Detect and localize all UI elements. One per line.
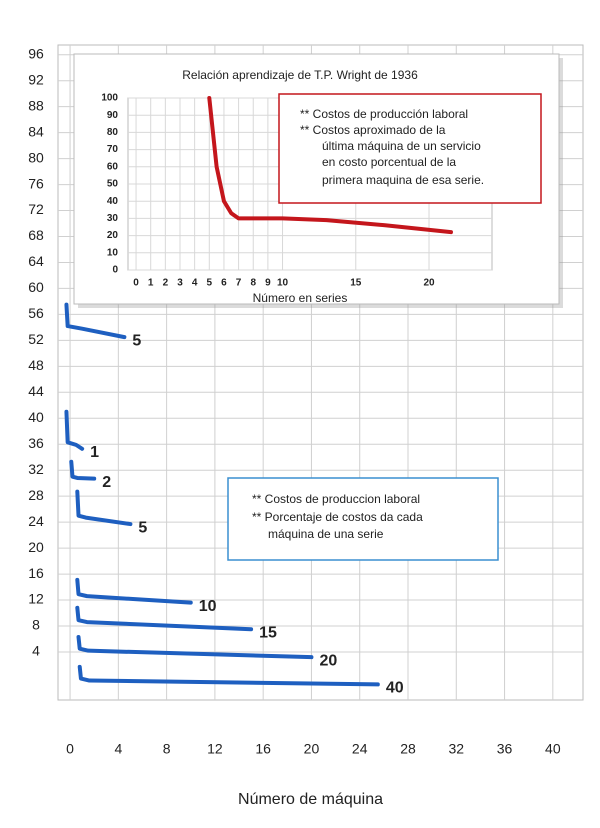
y-tick-label: 72: [28, 201, 44, 217]
series-line: [64, 409, 85, 451]
y-tick-label: 36: [28, 435, 44, 451]
y-tick-label: 50: [107, 179, 119, 190]
y-tick-label: 24: [28, 513, 44, 529]
y-tick-label: 68: [28, 227, 44, 243]
series-label: 10: [199, 598, 217, 615]
x-tick-label: 4: [192, 278, 198, 289]
series-line: [75, 489, 133, 527]
x-axis-title: Número en series: [253, 291, 348, 305]
chart-title: Relación aprendizaje de T.P. Wright de 1…: [182, 68, 418, 82]
series-line: [77, 664, 380, 687]
y-tick-label: 52: [28, 331, 44, 347]
y-tick-label: 48: [28, 357, 44, 373]
y-tick-label: 64: [28, 253, 44, 269]
y-tick-label: 88: [28, 97, 44, 113]
note-line: en costo porcentual de la: [322, 155, 456, 169]
y-tick-label: 90: [107, 110, 119, 121]
note-line: máquina de una serie: [268, 527, 384, 541]
note-line: ** Costos de produccion laboral: [252, 492, 420, 506]
x-tick-label: 28: [400, 741, 416, 757]
note-line: primera maquina de esa serie.: [322, 173, 484, 187]
y-tick-label: 70: [107, 144, 119, 155]
note-line: ** Costos aproximado de la: [300, 123, 446, 137]
series-label: 5: [132, 332, 141, 349]
y-tick-label: 28: [28, 487, 44, 503]
y-tick-label: 16: [28, 565, 44, 581]
x-tick-label: 4: [114, 741, 122, 757]
x-tick-label: 10: [277, 278, 289, 289]
x-tick-label: 0: [133, 278, 139, 289]
y-tick-label: 60: [107, 161, 119, 172]
series-line: [75, 577, 193, 605]
series-label: 5: [138, 519, 147, 536]
y-tick-label: 40: [28, 409, 44, 425]
y-tick-label: 12: [28, 591, 44, 607]
y-tick-label: 80: [107, 127, 119, 138]
y-tick-label: 80: [28, 149, 44, 165]
series-line: [207, 96, 453, 235]
x-tick-label: 8: [250, 278, 256, 289]
series-label: 2: [102, 474, 111, 491]
series-label: 1: [90, 444, 99, 461]
note-line: última máquina de un servicio: [322, 139, 481, 153]
y-tick-label: 56: [28, 305, 44, 321]
y-tick-label: 0: [112, 265, 118, 276]
y-tick-label: 100: [101, 93, 118, 104]
series-line: [75, 605, 254, 632]
x-tick-label: 1: [148, 278, 154, 289]
main-note-box: [227, 477, 499, 561]
y-tick-label: 60: [28, 279, 44, 295]
note-line: ** Costos de producción laboral: [300, 107, 468, 121]
y-tick-label: 10: [107, 247, 119, 258]
y-tick-label: 84: [28, 123, 44, 139]
series-line: [69, 459, 97, 481]
y-tick-label: 40: [107, 196, 119, 207]
y-tick-label: 8: [32, 617, 40, 633]
x-tick-label: 32: [448, 741, 464, 757]
x-tick-label: 12: [207, 741, 223, 757]
x-tick-label: 24: [352, 741, 368, 757]
y-tick-label: 4: [32, 643, 40, 659]
x-tick-label: 8: [163, 741, 171, 757]
series-label: 15: [259, 624, 277, 641]
y-tick-label: 44: [28, 383, 44, 399]
x-tick-label: 20: [423, 278, 435, 289]
x-tick-label: 40: [545, 741, 561, 757]
series-label: 20: [319, 652, 337, 669]
x-tick-label: 2: [163, 278, 169, 289]
x-tick-label: 3: [177, 278, 183, 289]
x-axis-title: Número de máquina: [238, 791, 383, 808]
y-tick-label: 20: [107, 230, 119, 241]
series-line: [76, 635, 314, 660]
y-tick-label: 92: [28, 71, 44, 87]
note-line: ** Porcentaje de costos da cada: [252, 510, 423, 524]
x-tick-label: 5: [207, 278, 213, 289]
y-tick-label: 30: [107, 213, 119, 224]
x-tick-label: 9: [265, 278, 271, 289]
x-tick-label: 16: [255, 741, 271, 757]
y-tick-label: 96: [28, 45, 44, 61]
y-tick-label: 76: [28, 175, 44, 191]
x-tick-label: 6: [221, 278, 227, 289]
x-tick-label: 36: [497, 741, 513, 757]
x-tick-label: 0: [66, 741, 74, 757]
y-tick-label: 20: [28, 539, 44, 555]
x-tick-label: 20: [304, 741, 320, 757]
x-tick-label: 15: [350, 278, 362, 289]
y-tick-label: 32: [28, 461, 44, 477]
series-label: 40: [386, 680, 404, 697]
x-tick-label: 7: [236, 278, 242, 289]
inset-note-box: [278, 93, 542, 204]
series-line: [64, 302, 127, 340]
